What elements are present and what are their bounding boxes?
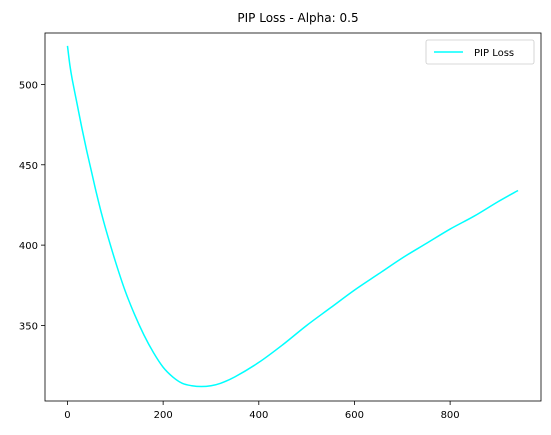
legend-label-pip-loss: PIP Loss (474, 48, 514, 59)
series-line-pip-loss (66, 45, 519, 388)
x-tick-label: 200 (154, 410, 173, 421)
x-axis: 0 200 400 600 800 (64, 401, 460, 421)
x-tick-label: 0 (64, 410, 70, 421)
y-tick-label: 400 (19, 241, 38, 252)
chart-title: PIP Loss - Alpha: 0.5 (237, 11, 358, 25)
legend: PIP Loss (425, 39, 535, 65)
plot-area (44, 32, 542, 402)
y-tick-label: 350 (19, 321, 38, 332)
series-layer (66, 45, 519, 388)
y-axis: 350 400 450 500 (19, 80, 45, 332)
x-tick-label: 600 (345, 410, 364, 421)
legend-box (425, 39, 535, 65)
x-tick-label: 400 (249, 410, 268, 421)
y-tick-label: 450 (19, 161, 38, 172)
y-tick-label: 500 (19, 80, 38, 91)
x-tick-label: 800 (441, 410, 460, 421)
